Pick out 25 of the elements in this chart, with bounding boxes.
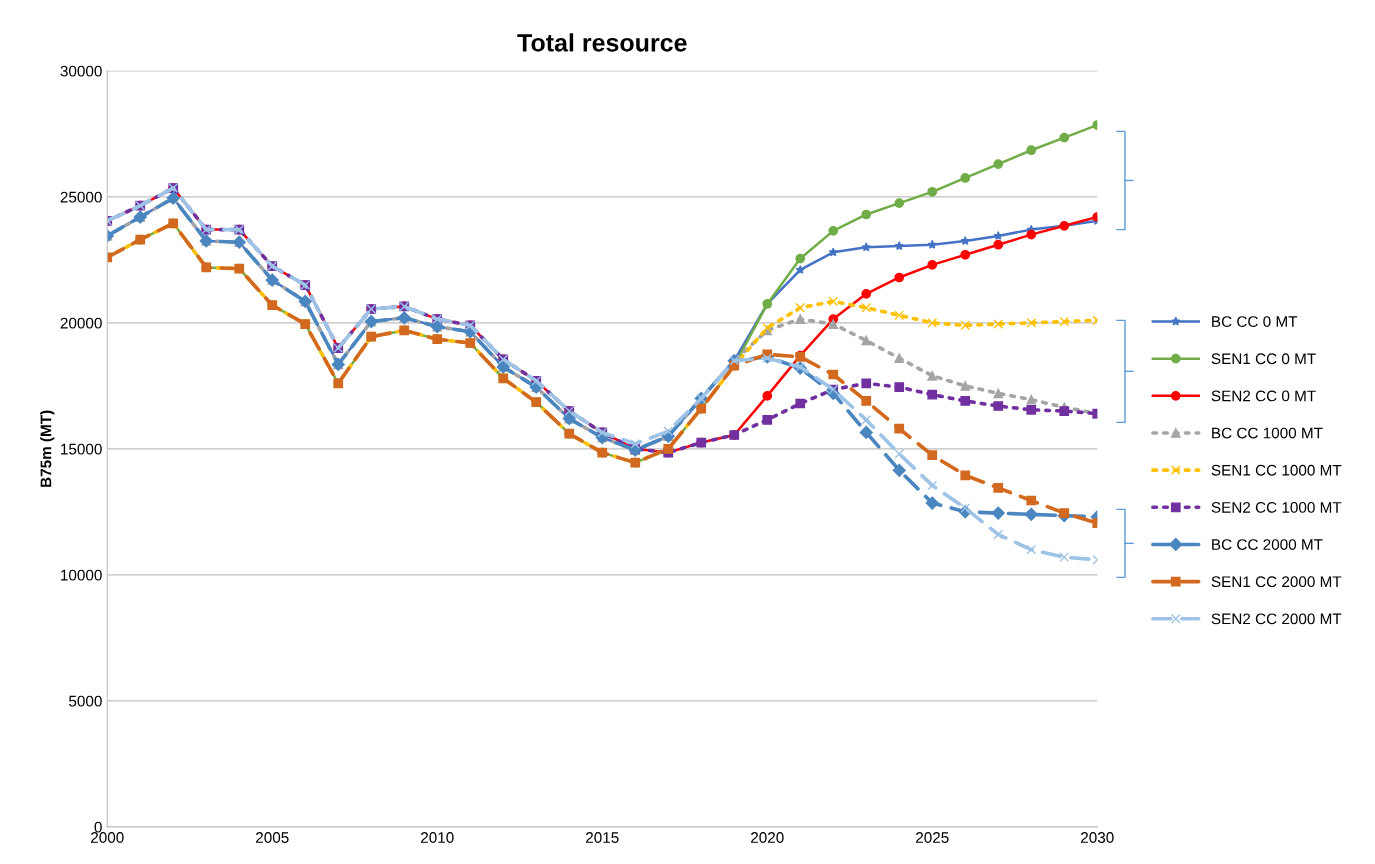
legend-label: SEN2 CC 2000 MT [1211, 613, 1342, 625]
y-tick-label: 30000 [60, 65, 102, 77]
y-tick-label: 20000 [60, 317, 102, 329]
y-tick-label: 10000 [61, 569, 102, 581]
x-tick-label: 2000 [91, 832, 124, 843]
legend-label: SEN1 CC 0 MT [1211, 353, 1316, 365]
legend-label: SEN1 CC 1000 MT [1211, 464, 1342, 476]
x-tick-label: 2015 [586, 832, 619, 843]
x-tick-label: 2030 [1081, 832, 1114, 843]
y-tick-label: 15000 [61, 443, 102, 455]
legend-label: BC CC 1000 MT [1212, 427, 1323, 439]
y-tick-label: 0 [94, 821, 102, 833]
legend-label: SEN2 CC 1000 MT [1211, 501, 1342, 513]
y-tick-label: 5000 [69, 695, 102, 707]
y-axis-title: B75m (MT) [40, 410, 55, 487]
legend-label: BC CC 0 MT [1212, 316, 1298, 327]
y-tick-label: 25000 [60, 191, 102, 203]
x-tick-label: 2025 [916, 832, 949, 843]
legend-label: BC CC 2000 MT [1212, 539, 1323, 550]
x-tick-label: 2020 [751, 832, 784, 843]
x-tick-label: 2010 [421, 832, 454, 843]
legend-label: SEN2 CC 0 MT [1211, 390, 1316, 402]
chart-title: Total resource [517, 33, 687, 52]
legend-label: SEN1 CC 2000 MT [1211, 576, 1342, 588]
x-tick-label: 2005 [256, 832, 289, 843]
